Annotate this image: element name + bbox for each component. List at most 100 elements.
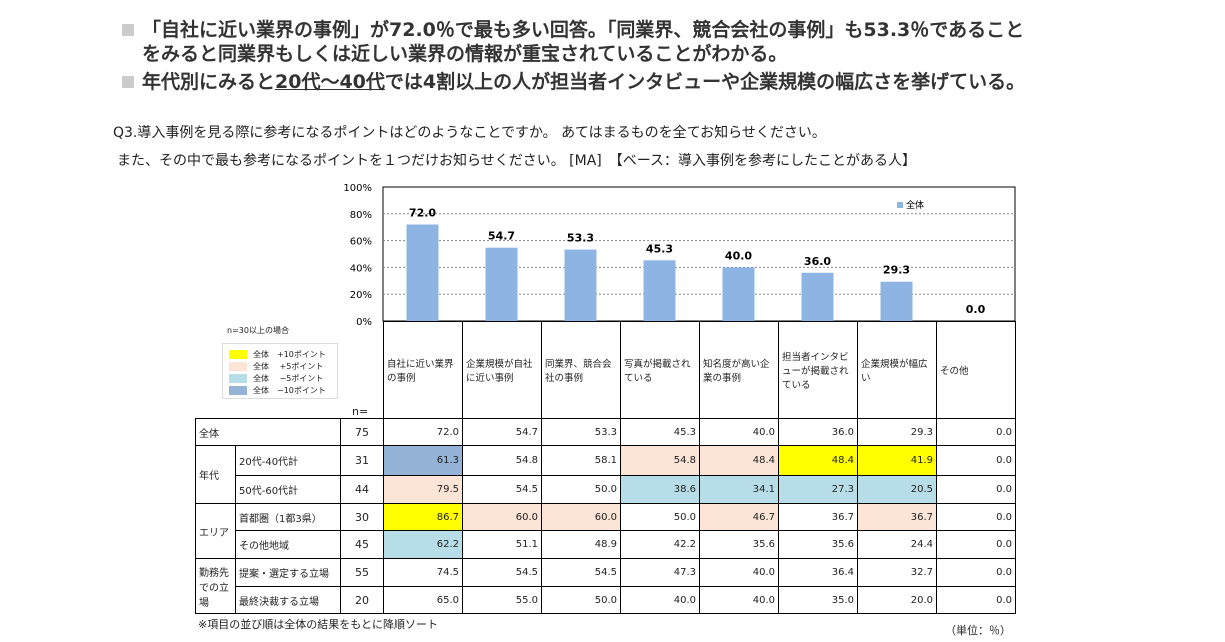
bar [485, 247, 518, 321]
table-value: 62.2 [383, 530, 463, 559]
bar [643, 260, 676, 321]
table-value: 38.6 [620, 475, 700, 504]
table-value: 50.0 [620, 503, 700, 531]
question-line-2: また、その中で最も参考になるポイントを１つだけお知らせください。 [MA] 【ベ… [117, 153, 917, 169]
data-label: 53.3 [567, 232, 594, 245]
row-group-label: 勤務先での立場 [195, 558, 236, 614]
column-header: 担当者インタビューが掲載されている [778, 321, 858, 419]
table-value: 32.7 [857, 558, 937, 587]
summary-text: では4割以上の人が担当者インタビューや企業規模の幅広さを挙げている。 [384, 71, 1026, 93]
table-value: 74.5 [383, 558, 463, 587]
bullet-icon [122, 24, 134, 36]
table-value: 45.3 [620, 418, 700, 446]
table-value: 47.3 [620, 558, 700, 587]
sample-size: 44 [340, 475, 384, 504]
legend-item: 全体 +10ポイント [229, 348, 337, 360]
legend-swatch [897, 202, 903, 208]
row-label: 首都圏（1都3県） [235, 503, 341, 531]
table-value: 54.8 [462, 445, 542, 476]
table-value: 36.0 [778, 418, 858, 446]
table-value: 36.7 [857, 503, 937, 531]
table-value: 20.5 [857, 475, 937, 504]
bar [880, 281, 913, 321]
table-value: 0.0 [936, 530, 1016, 559]
legend-item: 全体 +5ポイント [229, 360, 337, 372]
table-value: 54.5 [462, 475, 542, 504]
legend-label: 全体 +5ポイント [253, 361, 324, 371]
row-label: 最終決裁する立場 [235, 586, 341, 614]
table-value: 27.3 [778, 475, 858, 504]
data-label: 36.0 [804, 255, 831, 268]
table-value: 60.0 [541, 503, 621, 531]
table-value: 41.9 [857, 445, 937, 476]
data-label: 29.3 [883, 264, 910, 277]
sample-size: 20 [340, 586, 384, 614]
sample-size: 30 [340, 503, 384, 531]
data-label: 72.0 [409, 207, 436, 220]
table-value: 46.7 [699, 503, 779, 531]
table-value: 0.0 [936, 445, 1016, 476]
table-value: 54.8 [620, 445, 700, 476]
y-tick-label: 40% [350, 263, 372, 274]
table-value: 50.0 [541, 475, 621, 504]
bar [801, 272, 834, 321]
summary-text: 年代別にみると [142, 71, 276, 93]
legend-swatch [229, 385, 247, 395]
legend-note: n=30以上の場合 [227, 326, 289, 335]
table-value: 36.7 [778, 503, 858, 531]
question-line-1: Q3.導入事例を見る際に参考になるポイントはどのようなことですか。 あてはまるも… [113, 125, 826, 141]
table-value: 40.0 [699, 558, 779, 587]
table-value: 20.0 [857, 586, 937, 614]
column-header: 企業規模が自社に近い事例 [462, 321, 542, 419]
table-value: 54.7 [462, 418, 542, 446]
bar [406, 224, 439, 321]
table-value: 79.5 [383, 475, 463, 504]
table-value: 0.0 [936, 503, 1016, 531]
unit-label: （単位：％） [945, 624, 1011, 637]
data-label: 45.3 [646, 242, 673, 255]
table-value: 42.2 [620, 530, 700, 559]
table-value: 36.4 [778, 558, 858, 587]
table-value: 60.0 [462, 503, 542, 531]
table-value: 0.0 [936, 586, 1016, 614]
table-value: 48.4 [778, 445, 858, 476]
y-tick-label: 100% [343, 183, 372, 194]
table-value: 54.5 [462, 558, 542, 587]
table-value: 54.5 [541, 558, 621, 587]
table-value: 0.0 [936, 418, 1016, 446]
summary-line-3: 年代別にみると20代～40代では4割以上の人が担当者インタビューや企業規模の幅広… [122, 70, 1025, 94]
sample-size: 75 [340, 418, 384, 446]
legend-label: 全体 −5ポイント [253, 373, 324, 383]
row-label: 提案・選定する立場 [235, 558, 341, 587]
sample-size: 55 [340, 558, 384, 587]
table-value: 24.4 [857, 530, 937, 559]
row-group-label: 年代 [195, 445, 236, 504]
table-value: 40.0 [620, 586, 700, 614]
data-label: 40.0 [725, 249, 752, 262]
column-header: 企業規模が幅広い [857, 321, 937, 419]
table-value: 61.3 [383, 445, 463, 476]
table-value: 35.6 [778, 530, 858, 559]
bar [564, 249, 597, 321]
table-value: 58.1 [541, 445, 621, 476]
legend-label: 全体 [906, 199, 924, 211]
column-header: 写真が掲載されている [620, 321, 700, 419]
table-value: 65.0 [383, 586, 463, 614]
n-label: n= [352, 405, 369, 418]
table-value: 35.6 [699, 530, 779, 559]
table-value: 29.3 [857, 418, 937, 446]
table-value: 53.3 [541, 418, 621, 446]
summary-line-1: 「自社に近い業界の事例」が72.0％で最も多い回答。「同業界、競合会社の事例」も… [122, 18, 1024, 42]
table-value: 50.0 [541, 586, 621, 614]
row-label: その他地域 [235, 530, 341, 559]
data-label: 54.7 [488, 230, 515, 243]
table-value: 0.0 [936, 558, 1016, 587]
column-header: 自社に近い業界の事例 [383, 321, 463, 419]
bullet-icon [122, 76, 134, 88]
row-label: 50代-60代計 [235, 475, 341, 504]
legend-swatch [229, 373, 247, 383]
y-tick-label: 20% [350, 290, 372, 301]
sample-size: 31 [340, 445, 384, 476]
table-value: 48.4 [699, 445, 779, 476]
table-value: 51.1 [462, 530, 542, 559]
